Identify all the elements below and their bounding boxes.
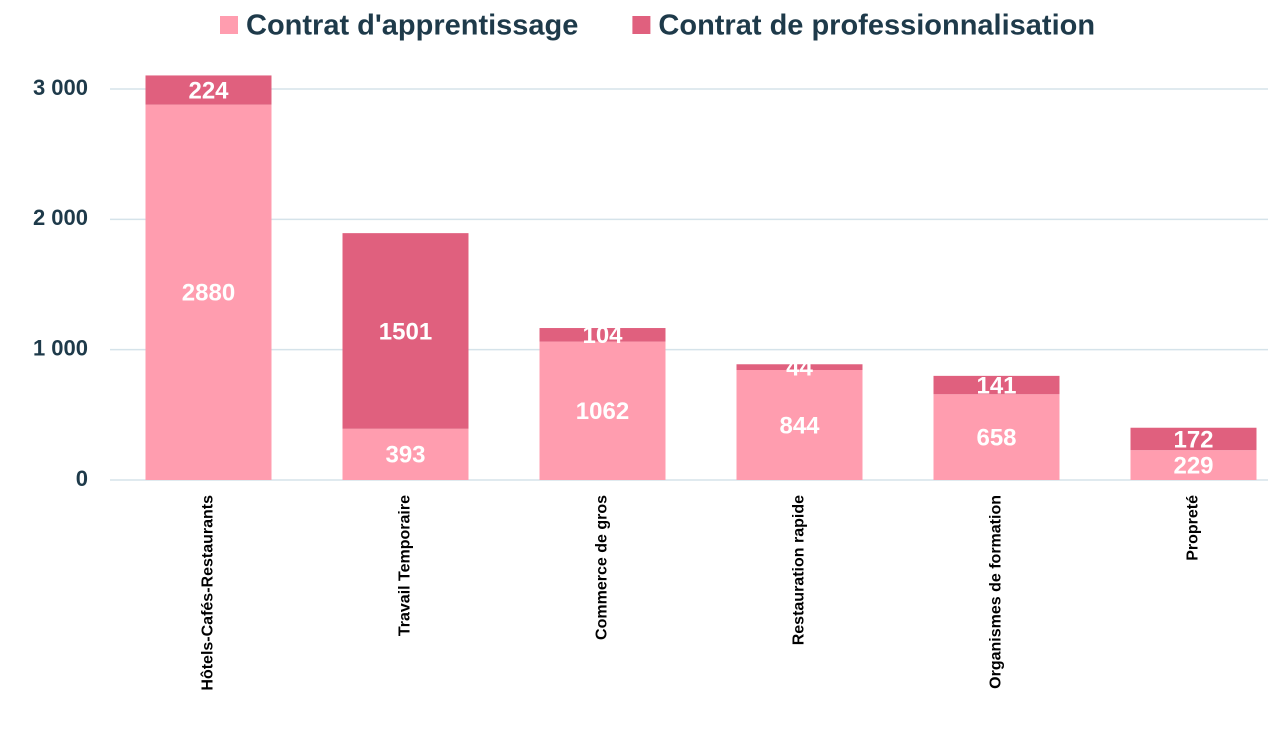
bar-segment — [736, 364, 863, 370]
bar-segment — [933, 394, 1060, 480]
value-label: 844 — [779, 412, 820, 439]
legend-label: Contrat d'apprentissage — [246, 10, 578, 42]
bar-segment — [1130, 427, 1257, 451]
value-label: 224 — [188, 77, 229, 104]
bar-segment — [1130, 450, 1257, 480]
value-label: 172 — [1173, 426, 1213, 453]
value-label: 44 — [786, 354, 813, 381]
value-label: 1062 — [576, 398, 629, 425]
legend-swatch — [220, 16, 238, 34]
y-tick-label: 1 000 — [33, 335, 88, 360]
bar-segment — [736, 369, 863, 480]
x-tick-label: Restauration rapide — [791, 495, 808, 645]
value-label: 229 — [1173, 452, 1213, 479]
bar-segment — [933, 375, 1060, 395]
y-tick-label: 3 000 — [33, 75, 88, 100]
legend-label: Contrat de professionnalisation — [658, 10, 1095, 42]
bar-segment — [539, 341, 666, 480]
y-tick-label: 0 — [76, 466, 88, 491]
bar-segment — [342, 428, 469, 480]
value-label: 104 — [582, 322, 623, 349]
x-tick-label: Hôtels-Cafés-Restaurants — [200, 495, 217, 691]
bar-segment — [539, 328, 666, 342]
x-tick-label: Commerce de gros — [594, 495, 611, 640]
value-label: 141 — [976, 372, 1016, 399]
x-tick-label: Travail Temporaire — [397, 495, 414, 636]
bar-segment — [145, 75, 272, 105]
value-label: 658 — [976, 424, 1016, 451]
y-tick-label: 2 000 — [33, 205, 88, 230]
x-tick-label: Propreté — [1185, 495, 1202, 561]
x-tick-label: Organismes de formation — [988, 495, 1005, 689]
bar-segment — [145, 104, 272, 480]
value-label: 1501 — [379, 318, 432, 345]
value-label: 2880 — [182, 280, 235, 307]
bar-segment — [342, 233, 469, 429]
value-label: 393 — [385, 442, 425, 469]
legend-swatch — [632, 16, 651, 34]
